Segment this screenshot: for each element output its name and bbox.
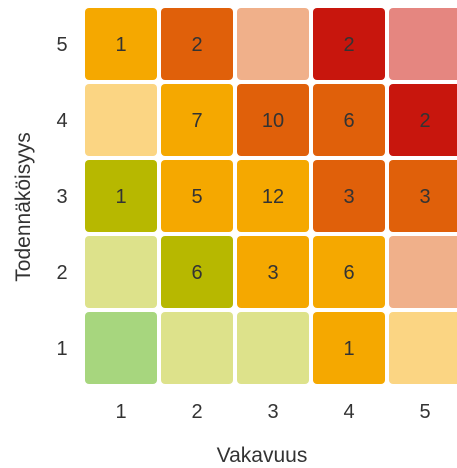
matrix-cell-rect bbox=[237, 236, 309, 308]
matrix-cell-count: 3 bbox=[419, 186, 430, 208]
x-axis-ticks: 1 2 3 4 5 bbox=[115, 401, 430, 423]
matrix-cell-rect bbox=[313, 236, 385, 308]
matrix-cell: 2 bbox=[389, 84, 457, 156]
matrix-cell-count: 6 bbox=[191, 262, 202, 284]
matrix-cells: 1 2 27 10 6 21 5 12 3 36 3 61 bbox=[85, 8, 457, 384]
matrix-cell-rect bbox=[237, 312, 309, 384]
x-axis-title: Vakavuus bbox=[217, 444, 308, 467]
matrix-cell-count: 3 bbox=[267, 262, 278, 284]
matrix-cell-rect bbox=[85, 8, 157, 80]
y-tick-label: 2 bbox=[56, 262, 67, 284]
matrix-cell: 12 bbox=[237, 160, 309, 232]
matrix-cell: 3 bbox=[237, 236, 309, 308]
matrix-cell-rect bbox=[313, 312, 385, 384]
matrix-cell-count: 2 bbox=[191, 34, 202, 56]
y-tick-label: 3 bbox=[56, 186, 67, 208]
x-tick-label: 1 bbox=[115, 401, 126, 423]
matrix-cell-rect bbox=[237, 84, 309, 156]
matrix-cell bbox=[161, 312, 233, 384]
matrix-cell-rect bbox=[237, 8, 309, 80]
matrix-cell: 1 bbox=[85, 8, 157, 80]
matrix-cell: 6 bbox=[313, 236, 385, 308]
x-tick-label: 2 bbox=[191, 401, 202, 423]
matrix-cell-count: 10 bbox=[262, 110, 284, 132]
matrix-cell: 5 bbox=[161, 160, 233, 232]
matrix-cell-count: 2 bbox=[419, 110, 430, 132]
matrix-cell bbox=[389, 312, 457, 384]
matrix-cell: 7 bbox=[161, 84, 233, 156]
matrix-cell: 1 bbox=[313, 312, 385, 384]
matrix-cell: 2 bbox=[161, 8, 233, 80]
matrix-cell-rect bbox=[313, 84, 385, 156]
matrix-cell-count: 7 bbox=[191, 110, 202, 132]
matrix-cell bbox=[237, 8, 309, 80]
matrix-cell-count: 12 bbox=[262, 186, 284, 208]
matrix-cell-rect bbox=[161, 160, 233, 232]
matrix-cell bbox=[237, 312, 309, 384]
matrix-cell-count: 1 bbox=[115, 186, 126, 208]
x-tick-label: 5 bbox=[419, 401, 430, 423]
matrix-cell-count: 6 bbox=[343, 110, 354, 132]
matrix-cell bbox=[389, 8, 457, 80]
matrix-cell: 6 bbox=[161, 236, 233, 308]
matrix-cell-rect bbox=[389, 160, 457, 232]
y-tick-label: 4 bbox=[56, 110, 67, 132]
matrix-cell: 3 bbox=[389, 160, 457, 232]
matrix-cell bbox=[85, 236, 157, 308]
matrix-cell bbox=[85, 84, 157, 156]
matrix-cell-count: 1 bbox=[343, 338, 354, 360]
matrix-cell: 10 bbox=[237, 84, 309, 156]
matrix-cell: 6 bbox=[313, 84, 385, 156]
matrix-cell-rect bbox=[389, 312, 457, 384]
y-axis-title: Todennäköisyys bbox=[12, 132, 35, 281]
matrix-cell-count: 6 bbox=[343, 262, 354, 284]
matrix-cell-rect bbox=[389, 236, 457, 308]
x-tick-label: 4 bbox=[343, 401, 354, 423]
matrix-cell bbox=[389, 236, 457, 308]
matrix-cell-count: 5 bbox=[191, 186, 202, 208]
matrix-cell: 3 bbox=[313, 160, 385, 232]
matrix-cell-rect bbox=[85, 312, 157, 384]
matrix-cell-rect bbox=[161, 84, 233, 156]
y-tick-label: 1 bbox=[56, 338, 67, 360]
matrix-cell-rect bbox=[389, 8, 457, 80]
matrix-cell: 2 bbox=[313, 8, 385, 80]
matrix-cell-rect bbox=[161, 8, 233, 80]
matrix-cell-rect bbox=[389, 84, 457, 156]
y-tick-label: 5 bbox=[56, 34, 67, 56]
matrix-cell: 1 bbox=[85, 160, 157, 232]
y-axis-ticks: 5 4 3 2 1 bbox=[56, 34, 67, 360]
matrix-cell-count: 3 bbox=[343, 186, 354, 208]
matrix-cell-rect bbox=[85, 84, 157, 156]
matrix-cell-rect bbox=[237, 160, 309, 232]
matrix-cell-rect bbox=[161, 312, 233, 384]
matrix-cell bbox=[85, 312, 157, 384]
matrix-cell-count: 1 bbox=[115, 34, 126, 56]
matrix-cell-rect bbox=[161, 236, 233, 308]
matrix-cell-count: 2 bbox=[343, 34, 354, 56]
matrix-cell-rect bbox=[85, 236, 157, 308]
matrix-cell-rect bbox=[85, 160, 157, 232]
matrix-cell-rect bbox=[313, 160, 385, 232]
matrix-cell-rect bbox=[313, 8, 385, 80]
x-tick-label: 3 bbox=[267, 401, 278, 423]
